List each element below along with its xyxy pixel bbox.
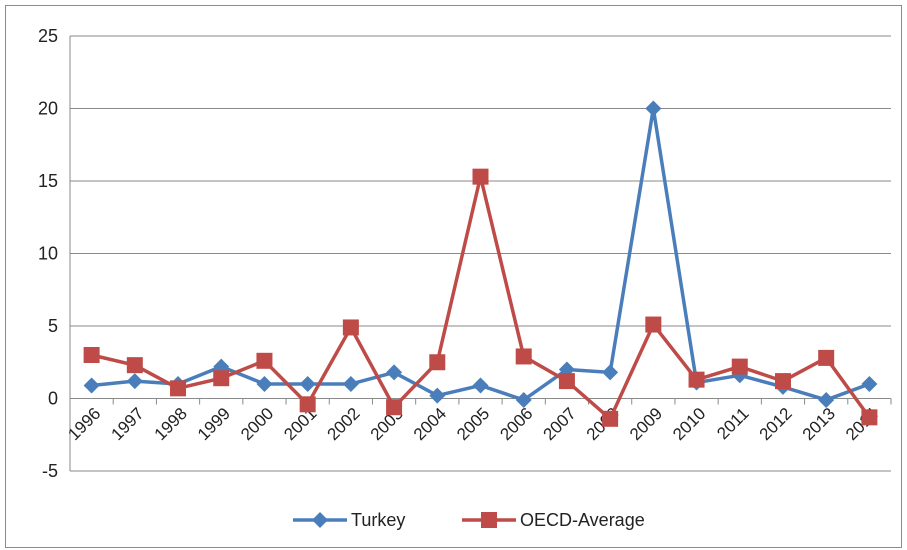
data-point	[429, 387, 446, 404]
data-point	[515, 348, 532, 365]
y-tick-label: 0	[48, 389, 58, 409]
data-point	[83, 347, 100, 363]
data-point	[83, 377, 100, 394]
y-tick-label: -5	[42, 461, 58, 481]
legend-label: Turkey	[351, 510, 405, 530]
data-point	[256, 352, 273, 369]
data-point	[170, 380, 187, 397]
data-point	[602, 364, 619, 381]
chart-frame	[5, 5, 902, 548]
data-point	[645, 100, 662, 117]
legend-marker	[481, 512, 497, 528]
x-tick-label: 2007	[540, 404, 580, 444]
data-point	[299, 376, 316, 392]
data-point	[515, 391, 532, 408]
data-point	[126, 357, 143, 374]
x-tick-label: 2013	[799, 404, 839, 444]
x-tick-label: 2002	[324, 404, 364, 444]
data-point	[602, 410, 619, 427]
legend-item: Turkey	[293, 510, 405, 530]
x-tick-label: 2000	[237, 404, 277, 444]
data-point	[429, 354, 446, 371]
data-point	[818, 349, 835, 366]
data-point	[645, 316, 662, 333]
data-point	[774, 373, 791, 390]
data-point	[472, 377, 489, 394]
x-tick-label: 2006	[496, 404, 536, 444]
legend-item: OECD-Average	[462, 510, 645, 530]
x-tick-label: 2011	[713, 404, 752, 443]
x-tick-label: 1997	[107, 404, 147, 444]
data-point	[558, 373, 575, 390]
y-tick-label: 10	[38, 244, 58, 264]
x-tick-label: 2005	[453, 404, 493, 444]
data-point	[342, 319, 359, 336]
data-point	[386, 364, 403, 381]
data-point	[213, 370, 230, 387]
y-tick-label: 15	[38, 171, 58, 191]
data-point	[731, 358, 748, 375]
y-axis-ticks: 25 20 15 10 5 0 -5	[38, 26, 58, 481]
data-point	[861, 409, 878, 426]
series-line	[91, 106, 871, 402]
data-point	[342, 376, 359, 392]
y-tick-label: 5	[48, 316, 58, 336]
data-point	[256, 376, 273, 392]
series-turkey	[83, 100, 878, 408]
gridlines	[69, 35, 892, 472]
x-tick-label: 1999	[194, 404, 234, 444]
data-point	[472, 168, 489, 185]
data-point	[386, 399, 403, 416]
data-point	[861, 376, 878, 392]
legend-label: OECD-Average	[520, 510, 645, 530]
legend-marker	[312, 512, 328, 528]
x-tick-label: 2004	[410, 404, 450, 444]
x-axis-ticks: 1996 1997 1998 1999 2000 2001 2002 2003 2004 2005…	[64, 404, 882, 444]
x-tick-label: 2012	[756, 404, 796, 444]
y-tick-label: 20	[38, 99, 58, 119]
series-layer	[83, 100, 878, 427]
x-tick-label: 2010	[669, 404, 709, 444]
x-tick-label: 2009	[626, 404, 666, 444]
data-point	[126, 373, 143, 390]
data-point	[818, 391, 835, 408]
y-tick-label: 25	[38, 26, 58, 46]
data-point	[299, 396, 316, 413]
x-tick-label: 1998	[151, 404, 191, 444]
series-oecd-average	[83, 168, 878, 427]
data-point	[688, 371, 705, 388]
legend: Turkey OECD-Average	[293, 510, 645, 530]
